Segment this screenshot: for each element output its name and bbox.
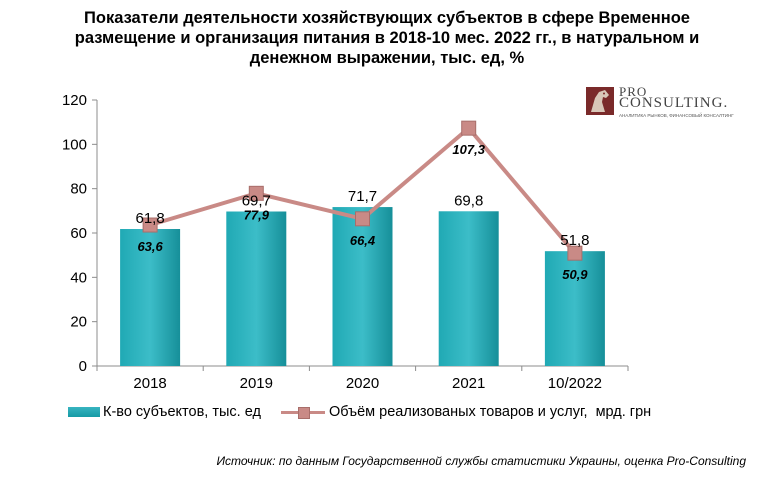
chart-title: Показатели деятельности хозяйствующих су… bbox=[0, 8, 774, 68]
line-marker bbox=[248, 185, 264, 201]
bar bbox=[332, 207, 393, 366]
line-value-label: 107,3 bbox=[452, 142, 485, 157]
logo-line-2: CONSULTING. bbox=[619, 95, 729, 111]
bar-value-label: 71,7 bbox=[348, 188, 377, 205]
line-marker bbox=[142, 217, 158, 233]
logo-tagline: АНАЛИТИКА РЫНКОВ, ФИНАНСОВЫЙ КОНСАЛТИНГ bbox=[619, 113, 734, 118]
chart-title-line-1: Показатели деятельности хозяйствующих су… bbox=[84, 9, 690, 27]
y-tick-label: 80 bbox=[70, 181, 87, 198]
line-value-label: 50,9 bbox=[562, 267, 588, 282]
x-category-label: 2018 bbox=[133, 375, 166, 392]
bar-value-label: 51,8 bbox=[560, 232, 589, 249]
bar-value-label: 61,8 bbox=[135, 210, 164, 227]
bar bbox=[544, 251, 605, 366]
y-tick-label: 20 bbox=[70, 314, 87, 331]
horse-head-logo-icon bbox=[586, 87, 614, 115]
x-category-label: 2021 bbox=[452, 375, 485, 392]
line-marker bbox=[567, 245, 583, 261]
bar-value-label: 69,7 bbox=[242, 192, 271, 209]
line-value-label: 77,9 bbox=[244, 207, 270, 222]
y-tick-label: 40 bbox=[70, 269, 87, 286]
bar-value-label: 69,8 bbox=[454, 192, 483, 209]
logo-line-1: PRO bbox=[619, 84, 648, 99]
legend: К-во субъектов, тыс. ед Объём реализован… bbox=[68, 404, 651, 420]
bar bbox=[438, 211, 499, 366]
line-marker bbox=[461, 120, 477, 136]
line-marker bbox=[355, 211, 370, 227]
line-value-label: 63,6 bbox=[137, 239, 163, 254]
bar bbox=[120, 229, 181, 366]
legend-line-label: Объём реализованых товаров и услуг, мрд.… bbox=[328, 404, 652, 421]
x-category-label: 10/2022 bbox=[548, 375, 602, 392]
y-tick-label: 120 bbox=[62, 92, 87, 109]
chart-title-line-2: размещение и организация питания в 2018-… bbox=[74, 29, 700, 47]
x-category-label: 2020 bbox=[346, 375, 379, 392]
legend-item-line: Объём реализованых товаров и услуг, мрд.… bbox=[265, 404, 651, 420]
legend-bars-label: К-во субъектов, тыс. ед bbox=[103, 404, 261, 421]
source-note: Источник: по данным Государственной служ… bbox=[216, 454, 746, 468]
legend-bar-swatch bbox=[68, 407, 100, 418]
x-category-label: 2019 bbox=[240, 375, 273, 392]
chart-title-line-3: денежном выражении, тыс. ед, % bbox=[249, 49, 525, 67]
pro-consulting-logo: PRO CONSULTING. АНАЛИТИКА РЫНКОВ, ФИНАНС… bbox=[585, 84, 735, 124]
y-tick-label: 0 bbox=[79, 358, 87, 375]
legend-line-swatch bbox=[280, 406, 325, 420]
y-tick-label: 60 bbox=[70, 225, 87, 242]
bar bbox=[226, 211, 287, 366]
line-value-label: 66,4 bbox=[350, 233, 376, 248]
combo-chart: 0 20 40 60 80 100 120 2018 2019 2020 2021 10/2022 61… bbox=[62, 92, 629, 392]
y-tick-label: 100 bbox=[62, 136, 87, 153]
legend-item-bars: К-во субъектов, тыс. ед bbox=[68, 404, 261, 420]
